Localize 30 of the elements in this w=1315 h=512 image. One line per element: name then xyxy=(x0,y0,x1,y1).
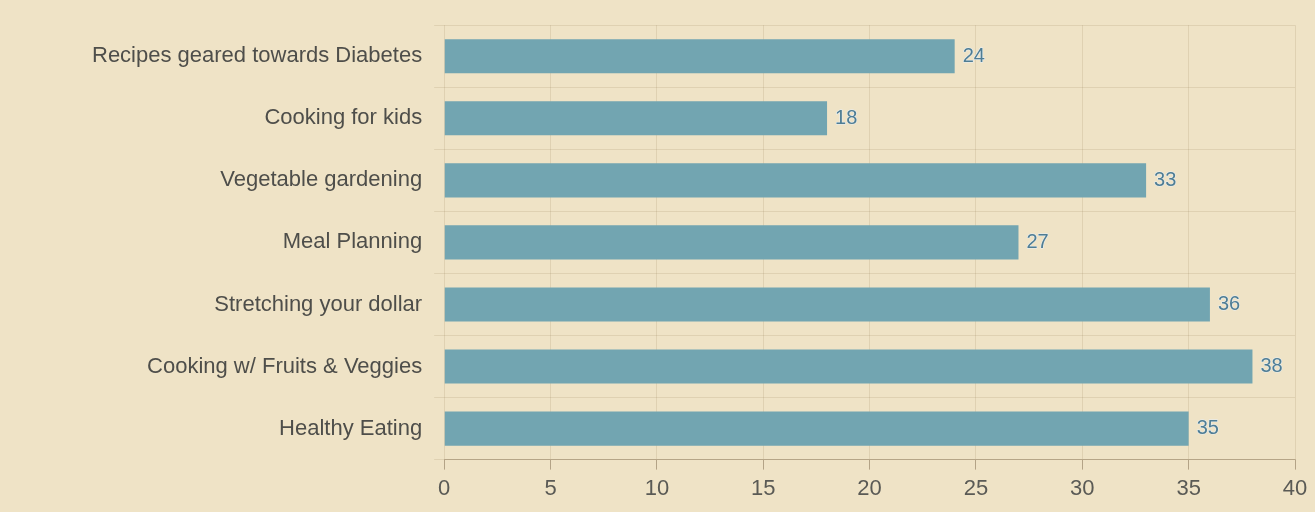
bar xyxy=(444,101,828,136)
bar xyxy=(444,287,1210,322)
x-tick-label: 10 xyxy=(644,474,670,500)
bar xyxy=(444,163,1147,198)
y-tick-label: Stretching your dollar xyxy=(214,290,423,316)
x-tick-label: 5 xyxy=(544,474,557,500)
x-tick-label: 20 xyxy=(857,474,882,500)
data-label: 36 xyxy=(1217,291,1241,314)
x-tick-label: 15 xyxy=(751,474,776,500)
x-tick-label: 30 xyxy=(1070,474,1095,500)
y-tick-label: Recipes geared towards Diabetes xyxy=(92,42,423,68)
x-tick-label: 25 xyxy=(963,474,989,500)
x-tick-label: 40 xyxy=(1282,474,1308,500)
bar xyxy=(444,349,1253,384)
data-label: 33 xyxy=(1154,167,1177,190)
x-tick-label: 35 xyxy=(1176,474,1201,500)
data-label: 38 xyxy=(1260,354,1283,377)
bar xyxy=(444,225,1019,260)
data-label: 24 xyxy=(962,43,985,66)
data-label: 18 xyxy=(835,105,858,128)
data-label: 27 xyxy=(1026,229,1049,252)
y-tick-label: Meal Planning xyxy=(282,228,423,254)
x-tick-label: 0 xyxy=(438,474,451,500)
bar xyxy=(444,39,955,74)
y-tick-label: Cooking for kids xyxy=(264,104,423,130)
y-tick-label: Vegetable gardening xyxy=(220,166,423,192)
bar xyxy=(444,411,1189,446)
y-tick-label: Cooking w/ Fruits & Veggies xyxy=(147,352,423,378)
y-tick-label: Healthy Eating xyxy=(279,414,423,440)
data-label: 35 xyxy=(1196,416,1219,439)
